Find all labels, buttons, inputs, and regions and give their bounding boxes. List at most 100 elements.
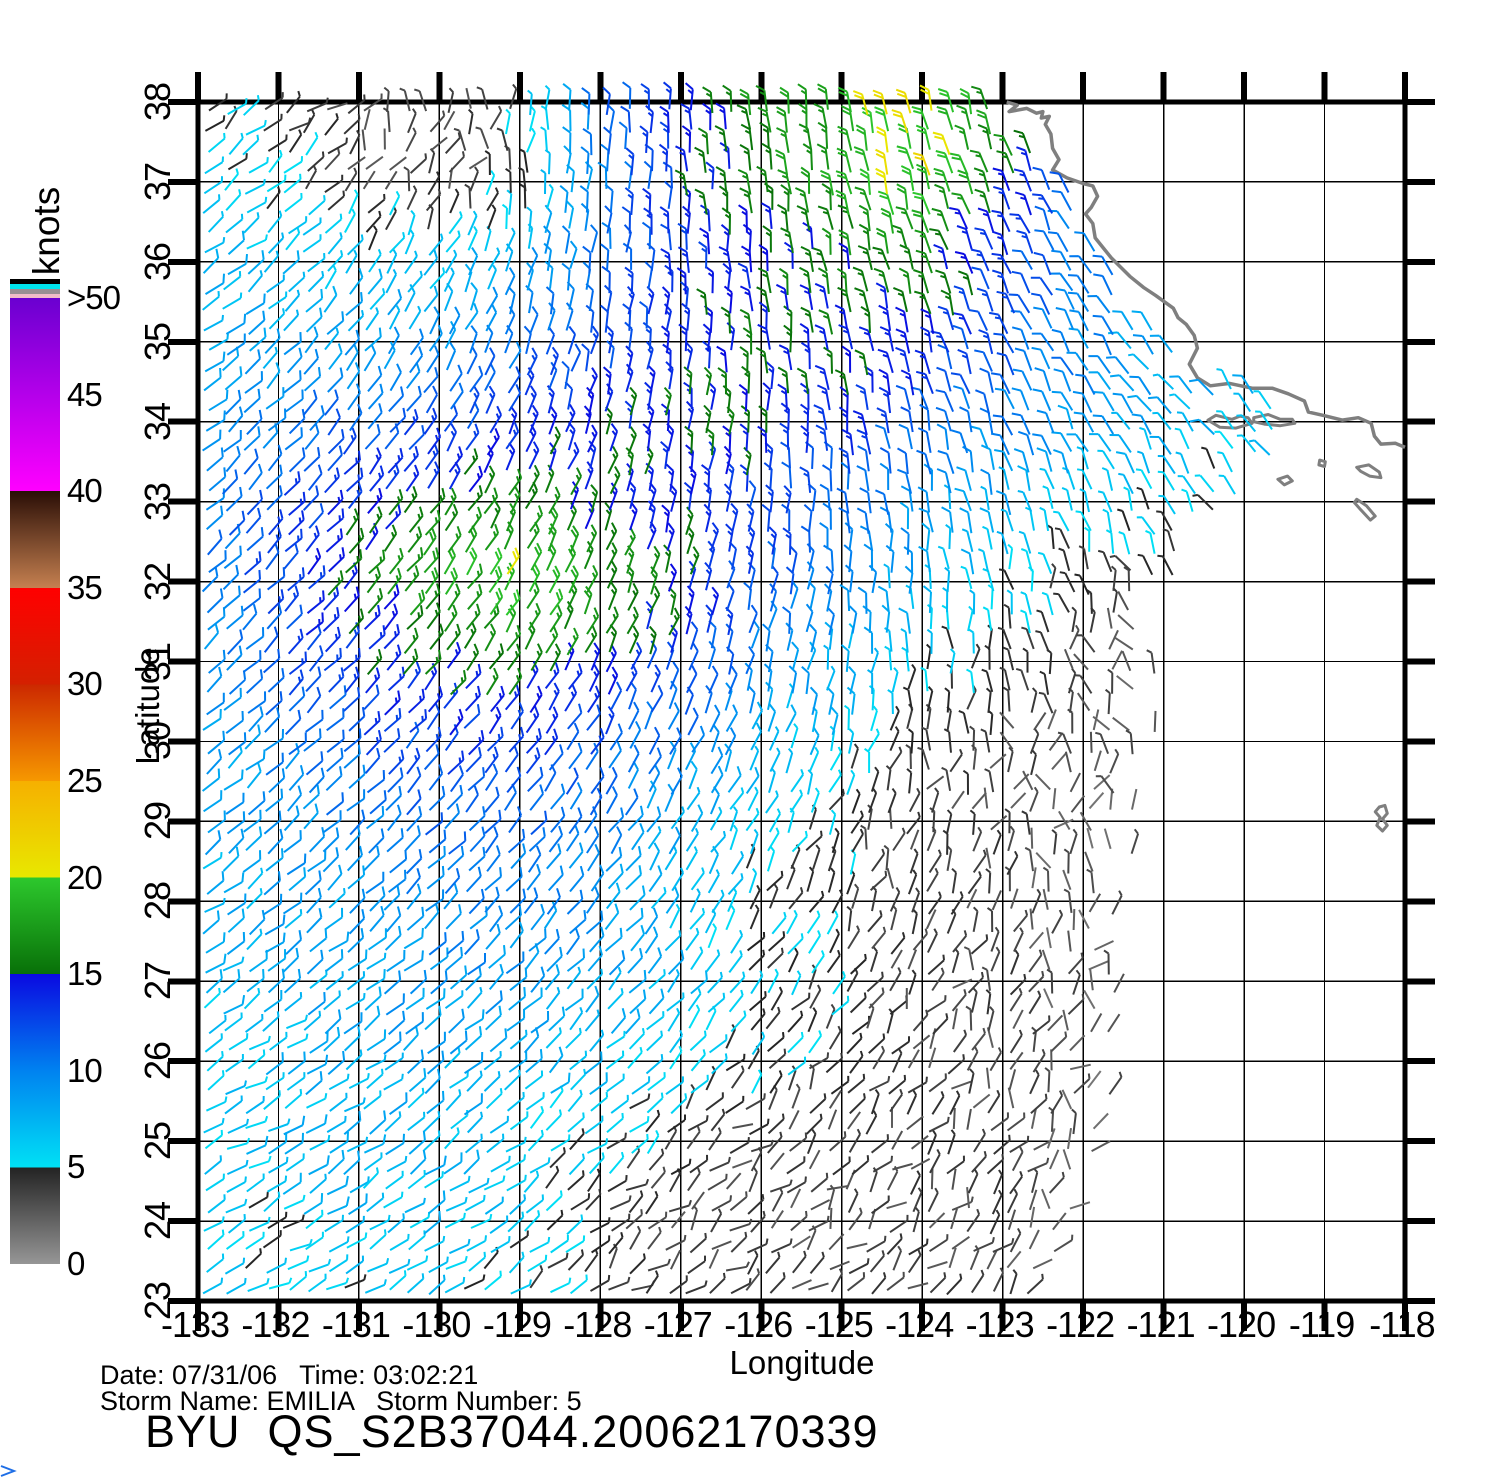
wind-barb [590, 727, 605, 755]
wind-barb [769, 1179, 793, 1193]
wind-barb [383, 603, 399, 631]
wind-barb [647, 1258, 671, 1272]
wind-barb [565, 927, 580, 955]
wind-barb [942, 587, 949, 613]
wind-barb [484, 347, 496, 376]
wind-barb [878, 304, 892, 331]
wind-barb [384, 925, 402, 951]
wind-barb [1028, 1189, 1038, 1211]
wind-barb [665, 1076, 684, 1096]
wind-barb [626, 606, 639, 635]
wind-barb [825, 1052, 843, 1074]
wind-barb [323, 647, 342, 672]
wind-barb [423, 285, 439, 313]
wind-barb [444, 803, 460, 830]
wind-barb [857, 445, 870, 472]
wind-barb [205, 1096, 228, 1112]
wind-barb [345, 1049, 363, 1071]
wind-barb [1181, 488, 1194, 512]
wind-barb [828, 1233, 845, 1251]
wind-barb [364, 327, 382, 352]
wind-barb [686, 786, 701, 811]
wind-barb [468, 247, 479, 276]
wind-barb [228, 828, 245, 854]
wind-barb [759, 121, 770, 149]
wind-barb [666, 992, 685, 1012]
wind-barb [1067, 274, 1090, 294]
wind-barb [846, 1032, 863, 1055]
wind-barb [912, 152, 931, 176]
wind-barb [449, 364, 463, 392]
wind-barb [809, 984, 822, 1009]
wind-barb [625, 147, 635, 176]
wind-barb [587, 843, 600, 872]
wind-barb [203, 1117, 225, 1134]
wind-barb [328, 1073, 350, 1091]
wind-barb [248, 157, 269, 174]
wind-barb [223, 872, 245, 894]
wind-barb [222, 846, 240, 872]
wind-barb [830, 1075, 850, 1095]
wind-barb [765, 790, 779, 814]
wind-barb [664, 930, 682, 952]
wind-barb [819, 169, 834, 196]
wind-barb [1158, 494, 1176, 515]
wind-barb [951, 989, 967, 1012]
wind-barb [486, 428, 500, 456]
wind-barb [990, 946, 1001, 972]
wind-barb [799, 466, 812, 493]
y-axis-tick-label: 38 [137, 82, 178, 122]
wind-barb [525, 942, 540, 970]
wind-barb [809, 1251, 825, 1275]
wind-barb [647, 1226, 662, 1250]
wind-barb [388, 749, 405, 775]
wind-barb [364, 604, 381, 630]
wind-barb [973, 1237, 995, 1252]
wind-barb [363, 1005, 381, 1031]
wind-barb [1188, 378, 1214, 396]
wind-barb [466, 563, 483, 590]
wind-barb [425, 889, 445, 912]
wind-barb [889, 705, 900, 731]
wind-barb [1013, 927, 1024, 953]
wind-barb [724, 743, 733, 772]
wind-barb [384, 170, 398, 190]
wind-barb [625, 907, 644, 932]
wind-barb [584, 1115, 604, 1135]
wind-barb [1039, 506, 1050, 532]
wind-barb [484, 225, 492, 252]
wind-barb [871, 926, 887, 950]
wind-barb [928, 849, 942, 874]
wind-barb [423, 367, 439, 394]
wind-barb [809, 623, 818, 653]
wind-barb [830, 1268, 844, 1293]
wind-barb [587, 1138, 609, 1154]
wind-barb [385, 1133, 405, 1156]
wind-barb [263, 810, 282, 835]
wind-barb [246, 196, 268, 214]
wind-barb [985, 868, 992, 894]
wind-barb [721, 207, 731, 235]
wind-barb [931, 1091, 945, 1115]
wind-barb [914, 290, 932, 315]
wind-barb [226, 931, 246, 955]
wind-barb [957, 270, 974, 296]
wind-barb [1146, 649, 1156, 674]
wind-barb [989, 753, 1007, 769]
wind-barb [383, 970, 402, 995]
wind-barb [691, 725, 706, 753]
wind-barb [445, 342, 457, 371]
wind-barb [910, 1158, 931, 1170]
wind-barb [954, 124, 970, 150]
wind-barb [580, 102, 590, 130]
wind-barb [879, 447, 892, 474]
wind-barb [264, 728, 284, 752]
wind-barb [524, 367, 535, 396]
wind-barb [887, 689, 894, 715]
wind-barb [283, 309, 300, 332]
y-axis-tick-label: 36 [137, 242, 178, 281]
wind-barb [509, 1029, 528, 1050]
wind-barb [627, 947, 644, 974]
wind-barb [507, 286, 516, 315]
